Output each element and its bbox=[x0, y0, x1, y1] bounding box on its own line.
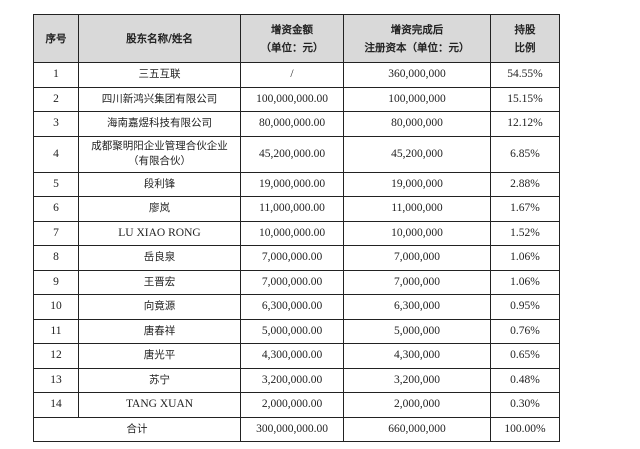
cell-after: 100,000,000 bbox=[343, 86, 491, 112]
cell-ratio: 1.67% bbox=[490, 196, 560, 222]
cell-after: 360,000,000 bbox=[343, 62, 491, 88]
cell-increase: / bbox=[240, 62, 344, 88]
cell-index: 9 bbox=[33, 269, 79, 295]
cell-after: 19,000,000 bbox=[343, 171, 491, 197]
cell-increase: 11,000,000.00 bbox=[240, 196, 344, 222]
cell-after: 45,200,000 bbox=[343, 135, 491, 173]
table-row: 4 成都聚明阳企业管理合伙企业 （有限合伙） 45,200,000.00 45,200,… bbox=[33, 135, 560, 173]
cell-after: 3,200,000 bbox=[343, 367, 491, 393]
cell-after: 2,000,000 bbox=[343, 392, 491, 418]
cell-name: 唐光平 bbox=[78, 343, 241, 369]
cell-index: 5 bbox=[33, 171, 79, 197]
cell-increase: 4,300,000.00 bbox=[240, 343, 344, 369]
table-row: 13 苏宁 3,200,000.00 3,200,000 0.48% bbox=[33, 367, 560, 393]
header-index: 序号 bbox=[33, 14, 79, 63]
table-row: 5 段利锋 19,000,000.00 19,000,000 2.88% bbox=[33, 171, 560, 197]
table-row: 10 向竟源 6,300,000.00 6,300,000 0.95% bbox=[33, 294, 560, 320]
cell-index: 1 bbox=[33, 62, 79, 88]
cell-after: 7,000,000 bbox=[343, 269, 491, 295]
cell-ratio: 6.85% bbox=[490, 135, 560, 173]
cell-name: 岳良泉 bbox=[78, 245, 241, 271]
cell-increase: 80,000,000.00 bbox=[240, 111, 344, 137]
cell-index: 11 bbox=[33, 318, 79, 344]
total-increase: 300,000,000.00 bbox=[240, 416, 344, 442]
cell-ratio: 2.88% bbox=[490, 171, 560, 197]
cell-name: 向竟源 bbox=[78, 294, 241, 320]
cell-index: 3 bbox=[33, 111, 79, 137]
table-row: 3 海南嘉煜科技有限公司 80,000,000.00 80,000,000 12.12% bbox=[33, 111, 560, 137]
header-increase: 增资金额 （单位：元） bbox=[240, 14, 344, 63]
total-after: 660,000,000 bbox=[343, 416, 491, 442]
header-after: 增资完成后 注册资本（单位：元） bbox=[343, 14, 491, 63]
cell-ratio: 0.65% bbox=[490, 343, 560, 369]
cell-increase: 3,200,000.00 bbox=[240, 367, 344, 393]
cell-name: 三五互联 bbox=[78, 62, 241, 88]
table-row: 8 岳良泉 7,000,000.00 7,000,000 1.06% bbox=[33, 245, 560, 271]
table-row: 12 唐光平 4,300,000.00 4,300,000 0.65% bbox=[33, 343, 560, 369]
cell-name: 廖岚 bbox=[78, 196, 241, 222]
cell-index: 12 bbox=[33, 343, 79, 369]
cell-name: 唐春祥 bbox=[78, 318, 241, 344]
cell-index: 8 bbox=[33, 245, 79, 271]
cell-ratio: 1.52% bbox=[490, 220, 560, 246]
header-name: 股东名称/姓名 bbox=[78, 14, 241, 63]
total-label: 合计 bbox=[33, 416, 241, 442]
table-row: 6 廖岚 11,000,000.00 11,000,000 1.67% bbox=[33, 196, 560, 222]
cell-after: 5,000,000 bbox=[343, 318, 491, 344]
cell-ratio: 15.15% bbox=[490, 86, 560, 112]
cell-increase: 2,000,000.00 bbox=[240, 392, 344, 418]
table-row: 7 LU XIAO RONG 10,000,000.00 10,000,000 1.52… bbox=[33, 220, 560, 246]
total-ratio: 100.00% bbox=[490, 416, 560, 442]
cell-increase: 100,000,000.00 bbox=[240, 86, 344, 112]
cell-increase: 10,000,000.00 bbox=[240, 220, 344, 246]
cell-name: TANG XUAN bbox=[78, 392, 241, 418]
table-row: 11 唐春祥 5,000,000.00 5,000,000 0.76% bbox=[33, 318, 560, 344]
cell-ratio: 1.06% bbox=[490, 245, 560, 271]
cell-name: 王晋宏 bbox=[78, 269, 241, 295]
cell-after: 4,300,000 bbox=[343, 343, 491, 369]
cell-index: 2 bbox=[33, 86, 79, 112]
cell-after: 80,000,000 bbox=[343, 111, 491, 137]
shareholder-table: 序号 股东名称/姓名 增资金额 （单位：元） 增资完成后 注册资本（单位：元） 持股… bbox=[33, 14, 560, 442]
cell-increase: 6,300,000.00 bbox=[240, 294, 344, 320]
cell-name: 成都聚明阳企业管理合伙企业 （有限合伙） bbox=[78, 135, 241, 173]
header-ratio: 持股 比例 bbox=[490, 14, 560, 63]
cell-increase: 7,000,000.00 bbox=[240, 269, 344, 295]
cell-index: 13 bbox=[33, 367, 79, 393]
cell-increase: 7,000,000.00 bbox=[240, 245, 344, 271]
cell-increase: 5,000,000.00 bbox=[240, 318, 344, 344]
table-row: 9 王晋宏 7,000,000.00 7,000,000 1.06% bbox=[33, 269, 560, 295]
table-header: 序号 股东名称/姓名 增资金额 （单位：元） 增资完成后 注册资本（单位：元） 持股… bbox=[33, 14, 560, 63]
cell-increase: 45,200,000.00 bbox=[240, 135, 344, 173]
cell-after: 6,300,000 bbox=[343, 294, 491, 320]
cell-ratio: 12.12% bbox=[490, 111, 560, 137]
cell-ratio: 1.06% bbox=[490, 269, 560, 295]
cell-ratio: 0.95% bbox=[490, 294, 560, 320]
table-row: 1 三五互联/360,000,000 54.55% bbox=[33, 62, 560, 88]
cell-ratio: 0.48% bbox=[490, 367, 560, 393]
cell-name: 四川新鸿兴集团有限公司 bbox=[78, 86, 241, 112]
cell-name: 段利锋 bbox=[78, 171, 241, 197]
cell-after: 11,000,000 bbox=[343, 196, 491, 222]
cell-ratio: 0.76% bbox=[490, 318, 560, 344]
cell-name: 苏宁 bbox=[78, 367, 241, 393]
table-row: 14 TANG XUAN 2,000,000.00 2,000,000 0.30% bbox=[33, 392, 560, 418]
cell-increase: 19,000,000.00 bbox=[240, 171, 344, 197]
cell-index: 6 bbox=[33, 196, 79, 222]
cell-index: 10 bbox=[33, 294, 79, 320]
cell-name: LU XIAO RONG bbox=[78, 220, 241, 246]
table-row: 2 四川新鸿兴集团有限公司 100,000,000.00 100,000,000 15.… bbox=[33, 86, 560, 112]
cell-ratio: 54.55% bbox=[490, 62, 560, 88]
total-row: 合计 300,000,000.00 660,000,000 100.00% bbox=[33, 416, 560, 442]
cell-after: 10,000,000 bbox=[343, 220, 491, 246]
cell-after: 7,000,000 bbox=[343, 245, 491, 271]
cell-index: 7 bbox=[33, 220, 79, 246]
cell-index: 4 bbox=[33, 135, 79, 173]
cell-ratio: 0.30% bbox=[490, 392, 560, 418]
cell-index: 14 bbox=[33, 392, 79, 418]
cell-name: 海南嘉煜科技有限公司 bbox=[78, 111, 241, 137]
